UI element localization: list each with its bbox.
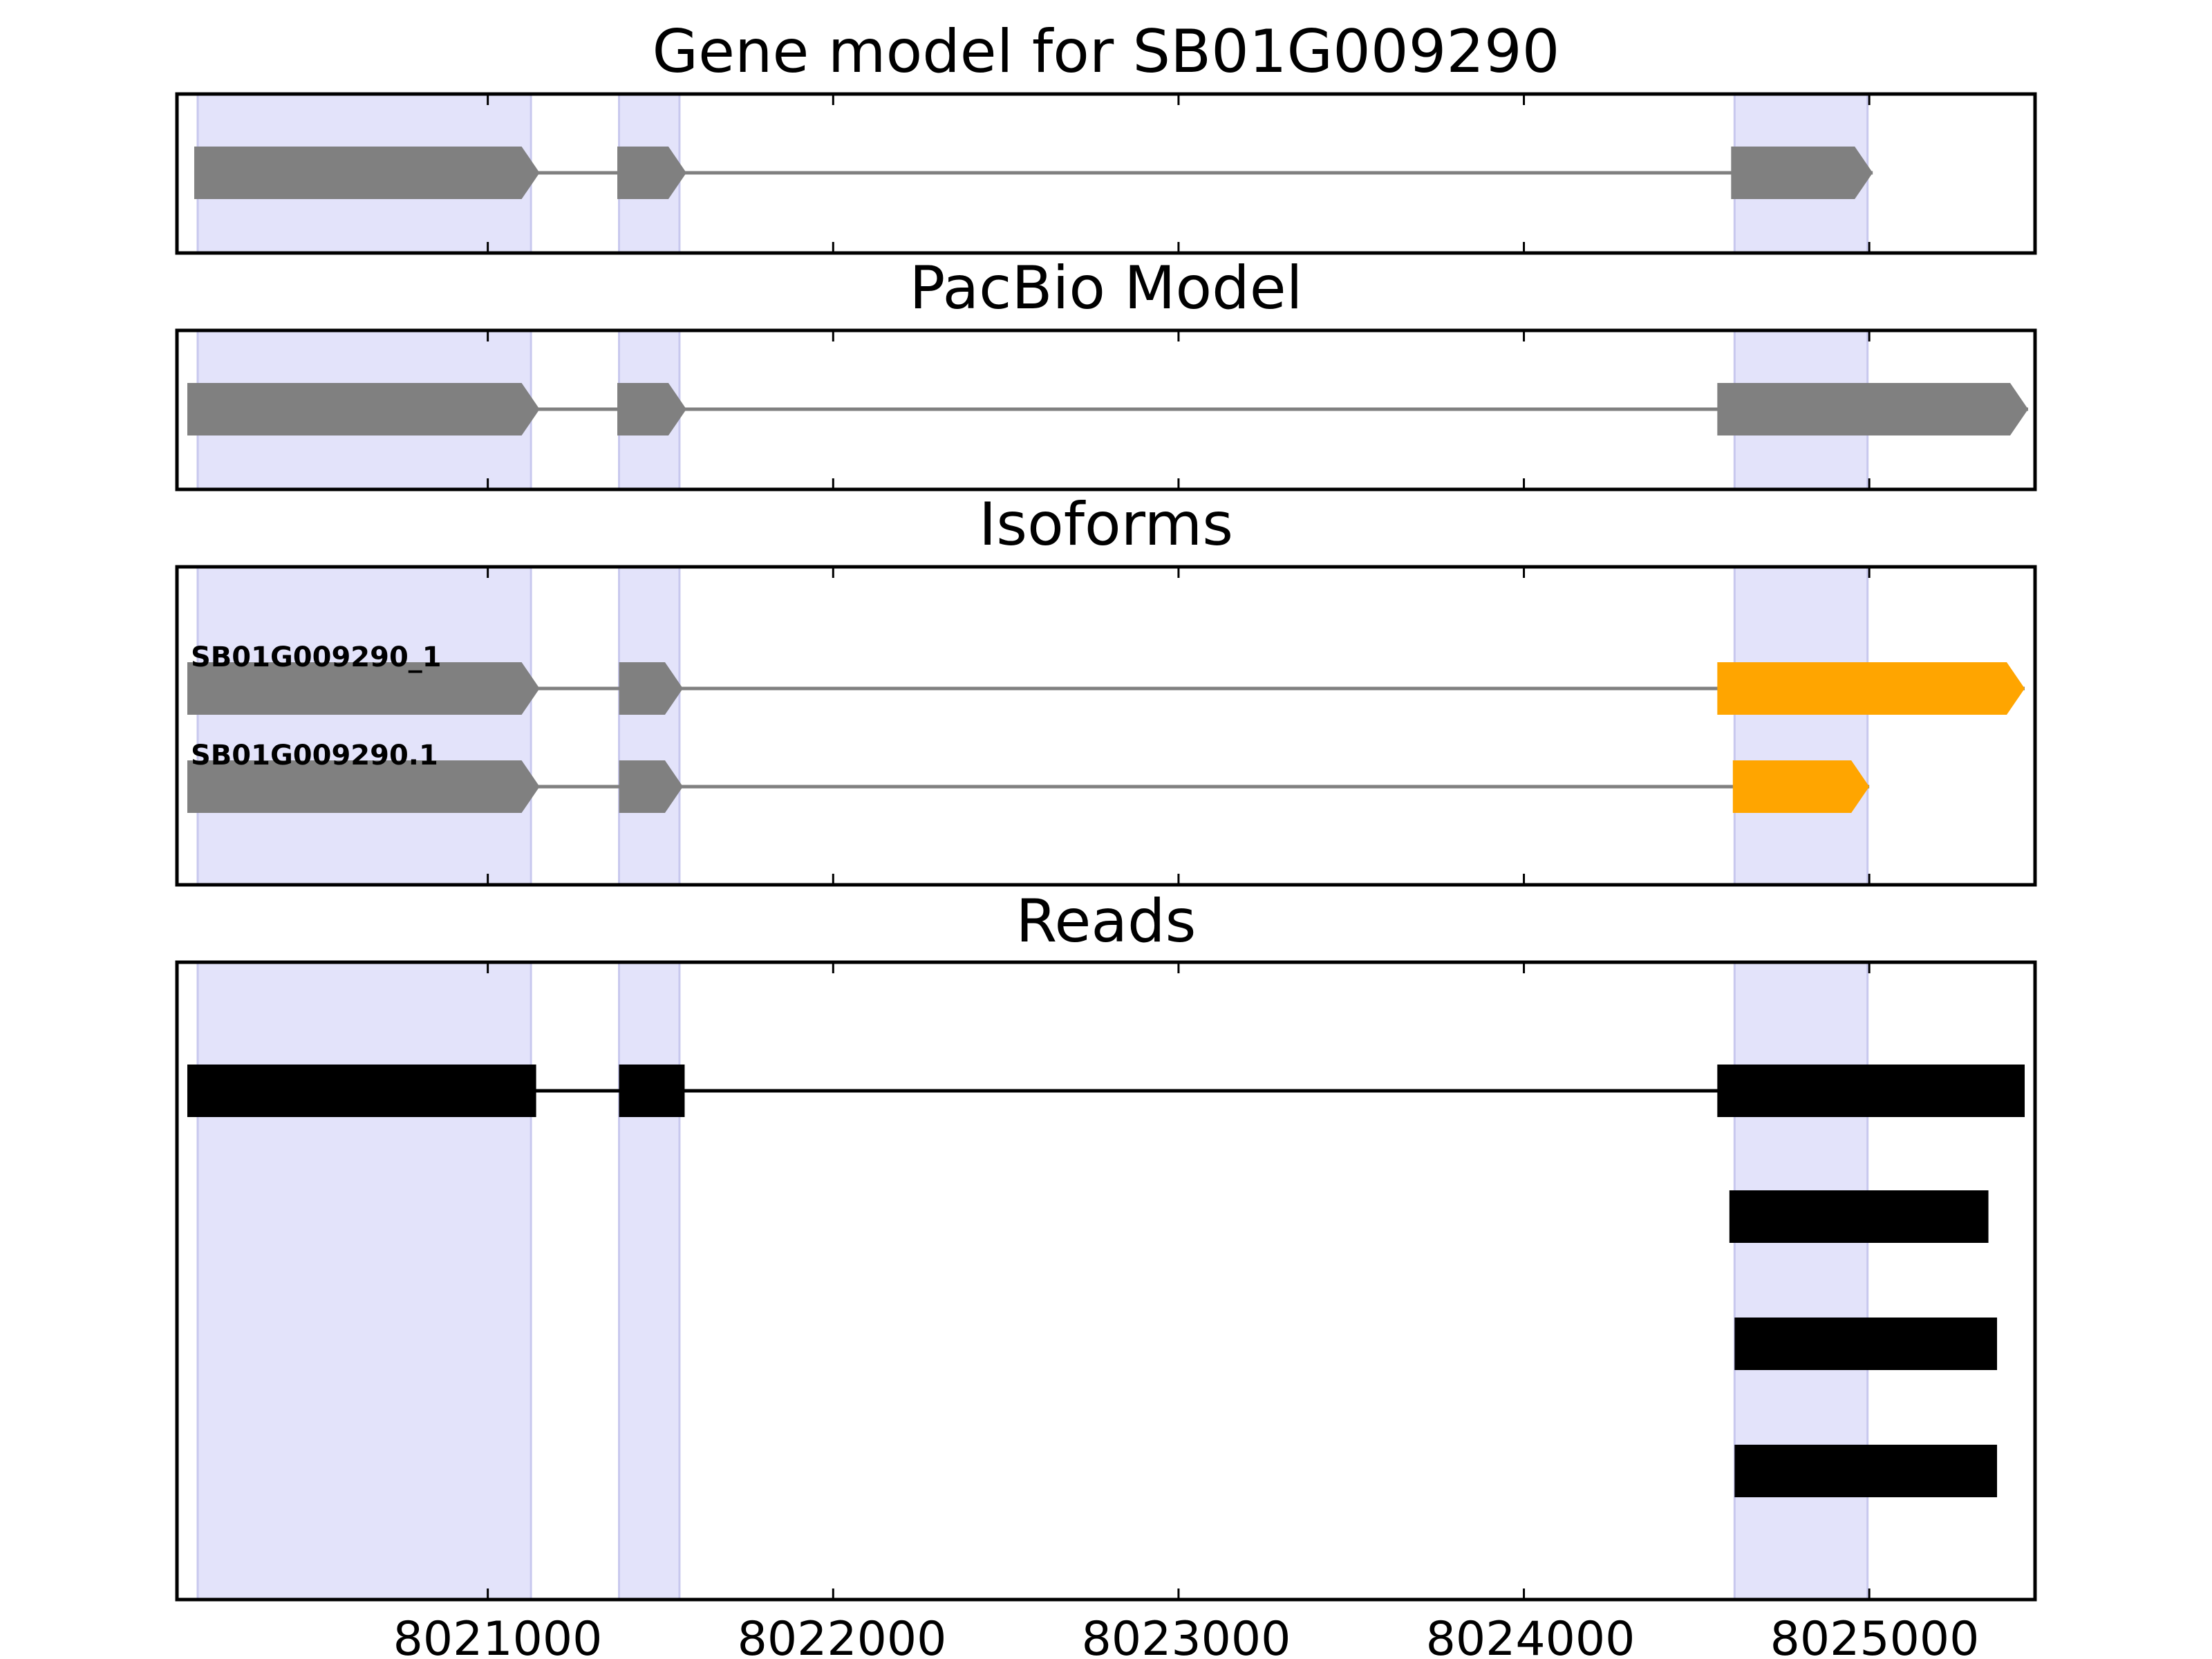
x-tick-label: 8022000 <box>738 1612 947 1659</box>
highlight-region <box>196 961 532 1601</box>
highlight-region <box>618 961 681 1601</box>
read-block <box>1717 1065 2025 1117</box>
exon-arrow <box>187 383 540 435</box>
read-block <box>187 1065 536 1117</box>
title-isoforms: Isoforms <box>979 490 1233 559</box>
exon-arrow <box>1731 147 1873 199</box>
exon-arrow <box>187 760 540 813</box>
x-tick-label: 8025000 <box>1770 1612 1980 1659</box>
panel-frame <box>175 92 2037 255</box>
exon-arrow <box>617 383 686 435</box>
title-pacbio-model: PacBio Model <box>909 254 1302 323</box>
read-block <box>1734 1445 1998 1497</box>
title-gene-model: Gene model for SB01G009290 <box>653 17 1560 86</box>
exon-arrow <box>1732 760 1870 813</box>
x-axis: 8021000 8022000 8023000 8024000 8025000 <box>393 1612 1980 1659</box>
exon-arrow <box>619 760 683 813</box>
isoform-label: SB01G009290_1 <box>191 641 442 673</box>
isoform-label: SB01G009290.1 <box>191 740 438 771</box>
highlight-region <box>618 565 681 886</box>
exon-arrow <box>1717 383 2029 435</box>
x-tick-label: 8021000 <box>393 1612 603 1659</box>
read-block <box>1734 1318 1998 1370</box>
panel-frame <box>175 960 2037 1602</box>
title-reads: Reads <box>1016 887 1197 956</box>
exon-arrow <box>617 147 686 199</box>
x-tick-label: 8023000 <box>1082 1612 1291 1659</box>
x-tick-label: 8024000 <box>1426 1612 1635 1659</box>
panel-frame <box>175 565 2037 887</box>
highlight-region <box>196 565 532 886</box>
highlight-region <box>1733 565 1869 886</box>
highlight-region <box>1733 961 1869 1601</box>
panel-gene-model: Gene model for SB01G009290 <box>175 17 2037 255</box>
exon-arrow <box>619 662 683 715</box>
panel-frame <box>175 328 2037 491</box>
exon-arrow <box>194 147 540 199</box>
panel-isoforms: Isoforms SB01G009290_1 SB01G009290.1 <box>175 490 2037 887</box>
panel-pacbio-model: PacBio Model <box>175 254 2037 491</box>
exon-arrow <box>187 662 540 715</box>
read-block <box>1729 1190 1989 1243</box>
panel-reads: Reads <box>175 887 2037 1602</box>
exon-arrow <box>1717 662 2025 715</box>
read-block <box>619 1065 685 1117</box>
